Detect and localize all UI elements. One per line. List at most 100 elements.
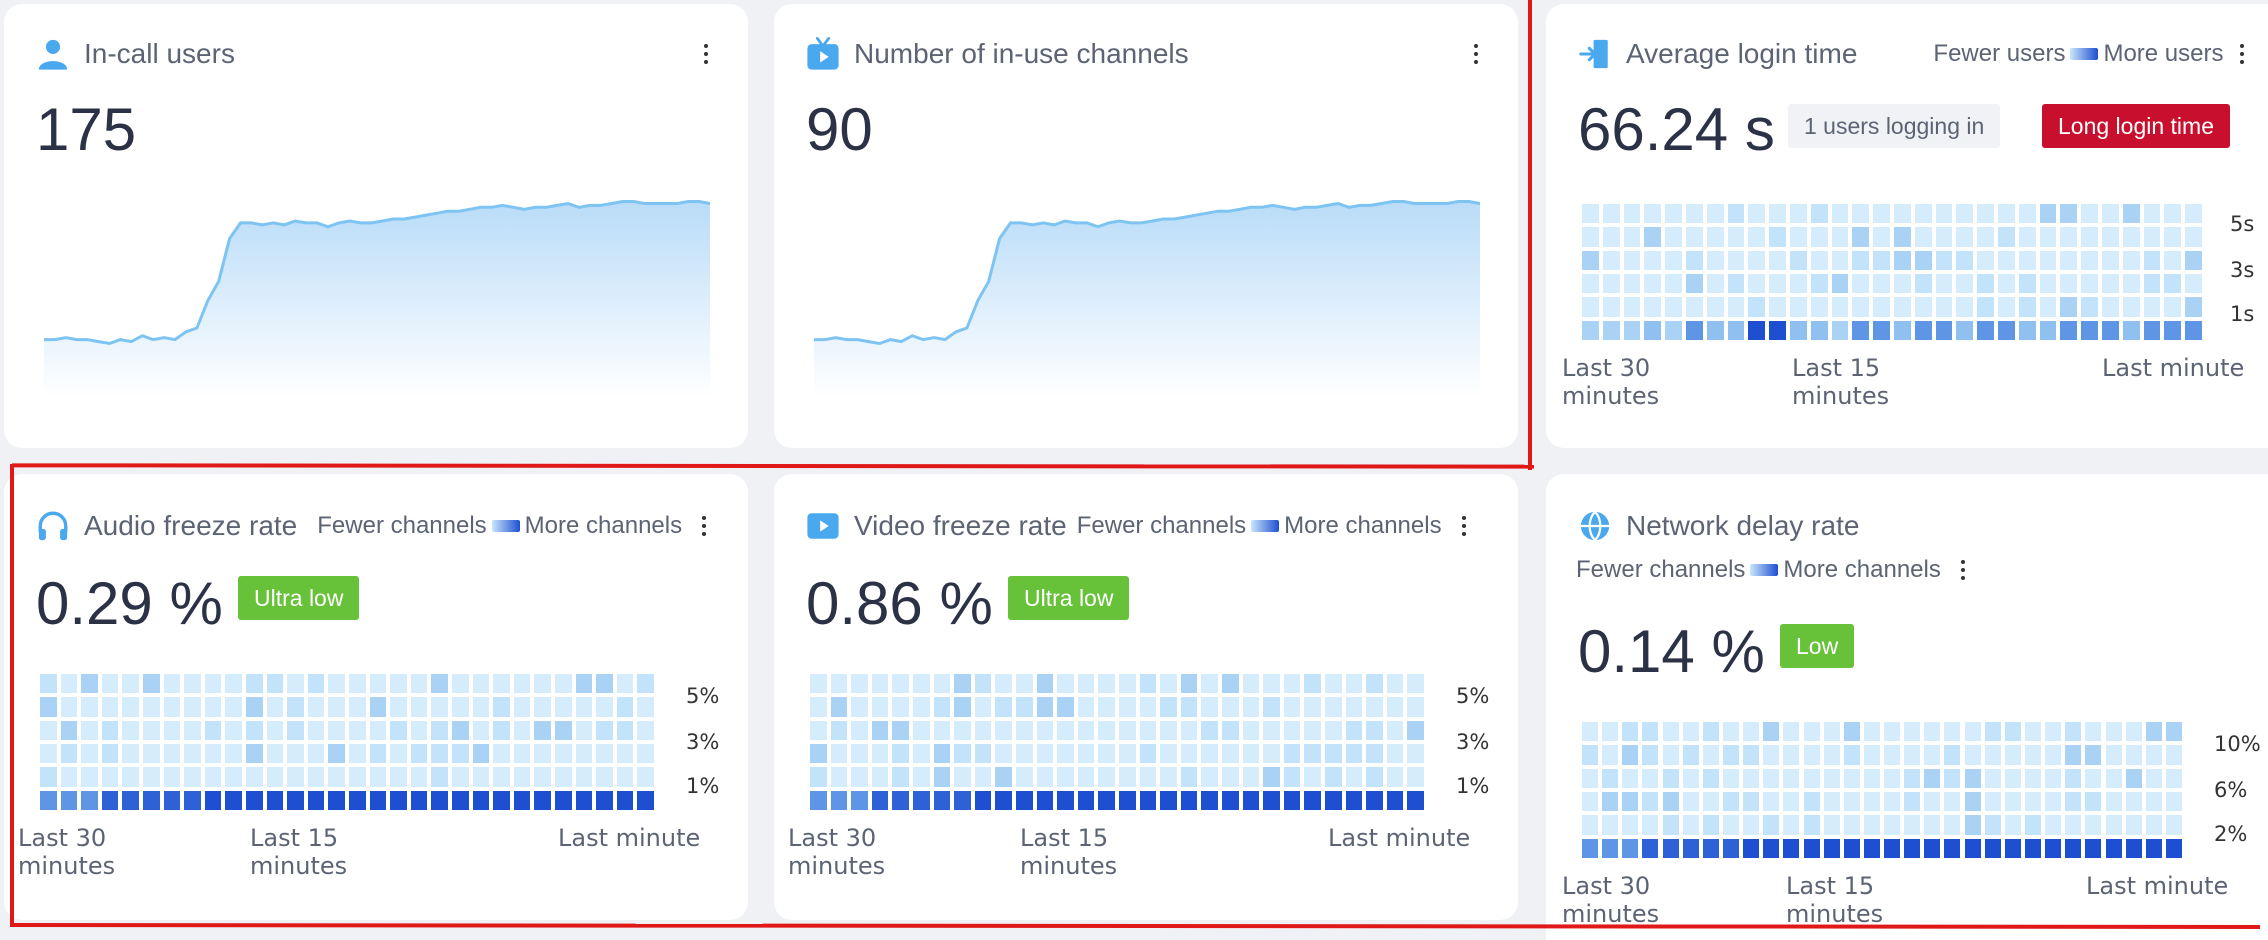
heatmap-cell [995,674,1012,694]
heatmap-cell [1810,320,1828,340]
heatmap-cell [40,674,57,694]
heatmap-cell [287,697,304,717]
heatmap-cell [1852,320,1870,340]
heatmap-cell [810,674,827,694]
card-title: Network delay rate [1626,510,1860,541]
heatmap-cell [225,767,242,787]
heatmap-cell [1894,250,1911,270]
heatmap-cell [1722,722,1739,742]
legend-high-label: More channels [524,512,683,539]
heatmap-cell [1884,838,1901,858]
heatmap-cell [1283,744,1301,764]
heatmap-cell [1582,250,1599,270]
more-options-icon[interactable] [696,36,716,72]
heatmap-cell [1263,790,1280,810]
more-options-icon[interactable] [1953,552,1973,588]
heatmap-cell [2165,722,2182,742]
heatmap-cell [1924,815,1941,835]
more-options-icon[interactable] [694,508,714,544]
metric-value: 0.14 % [1578,618,1765,685]
heatmap-cell [122,674,139,694]
heatmap-cell [2060,204,2078,224]
heatmap-cell [1727,250,1745,270]
audio-freeze-heatmap [40,674,654,810]
x-label-mid: Last 15 minutes [250,824,348,880]
heatmap-cell [410,720,428,740]
heatmap-cell [1201,744,1218,764]
heatmap-cell [101,697,119,717]
heatmap-cell [225,720,242,740]
heatmap-cell [2125,792,2142,812]
heatmap-cell [1935,250,1953,270]
heatmap-cell [40,744,57,764]
heatmap-cell [1283,790,1301,810]
heatmap-cell [1935,204,1953,224]
heatmap-cell [2085,815,2102,835]
heatmap-cell [2081,204,2098,224]
heatmap-cell [390,767,407,787]
heatmap-cell [1407,744,1424,764]
heatmap-cell [1386,767,1404,787]
heatmap-cell [1884,722,1901,742]
heatmap-cell [349,744,366,764]
heatmap-cell [1366,790,1383,810]
heatmap-cell [616,674,634,694]
more-options-icon[interactable] [1466,36,1486,72]
heatmap-cell [204,744,222,764]
heatmap-cell [1843,838,1860,858]
heatmap-cell [1077,697,1095,717]
heatmap-cell [1790,320,1807,340]
heatmap-cell [871,744,889,764]
heatmap-cell [1763,792,1780,812]
heatmap-cell [1863,768,1880,788]
heatmap-cell [246,720,263,740]
heatmap-cell [287,767,304,787]
heatmap-cell [575,767,593,787]
heatmap-cell [1914,204,1932,224]
heatmap-cell [143,697,160,717]
heatmap-cell [2024,838,2041,858]
heatmap-cell [452,720,469,740]
heatmap-cell [1743,722,1760,742]
heatmap-cell [1873,204,1890,224]
heatmap-cell [1984,792,2001,812]
heatmap-cell [287,674,304,694]
heatmap-cell [513,720,531,740]
heatmap-cell [534,720,551,740]
heatmap-cell [2102,204,2119,224]
card-header: Average login time Fewer users More user… [1578,32,2268,76]
heatmap-cell [2164,320,2182,340]
heatmap-cell [1722,815,1739,835]
heatmap-cell [2102,297,2119,317]
heatmap-cell [1863,792,1880,812]
heatmap-cell [1904,722,1921,742]
heatmap-cell [995,720,1012,740]
heatmap-cell [204,767,222,787]
heatmap-cell [1831,297,1849,317]
heatmap-cell [1783,768,1800,788]
heatmap-cell [1325,767,1342,787]
heatmap-cell [1057,767,1074,787]
heatmap-cell [266,790,284,810]
heatmap-cell [1964,838,1981,858]
heatmap-cell [1201,790,1218,810]
heatmap-cell [2143,297,2161,317]
more-options-icon[interactable] [1454,508,1474,544]
heatmap-cell [1263,744,1280,764]
heatmap-cell [2024,722,2041,742]
heatmap-cell [1119,674,1136,694]
heatmap-cell [2143,227,2161,247]
more-options-icon[interactable] [2232,36,2252,72]
heatmap-cell [1803,838,1820,858]
heatmap-cell [1662,745,1679,765]
heatmap-cell [1098,767,1115,787]
heatmap-cell [1602,320,1620,340]
heatmap-cell [1057,674,1074,694]
heatmap-cell [369,674,387,694]
heatmap-cell [1119,697,1136,717]
heatmap-cell [596,790,613,810]
heatmap-cell [2164,250,2182,270]
heatmap-cell [1622,722,1639,742]
heatmap-cell [60,790,78,810]
heatmap-cell [1944,745,1961,765]
